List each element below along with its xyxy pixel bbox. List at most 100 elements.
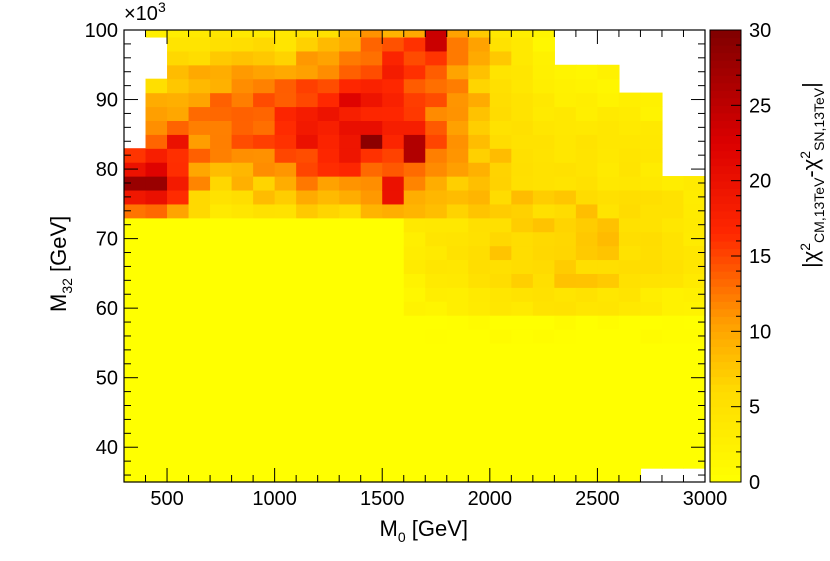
heatmap-cell (339, 134, 362, 149)
heatmap-cell (188, 92, 211, 108)
heatmap-cell (188, 287, 211, 302)
colorbar-step (710, 135, 741, 144)
heatmap-cell (425, 162, 448, 177)
heatmap-cell (382, 36, 405, 52)
heatmap-cell (145, 301, 168, 316)
heatmap-cell (274, 315, 297, 330)
heatmap-cell (403, 50, 426, 66)
heatmap-cell (339, 36, 362, 52)
heatmap-cell (145, 134, 168, 149)
heatmap-cell (124, 148, 147, 163)
heatmap-cell (339, 106, 362, 121)
heatmap-cell (618, 106, 642, 121)
heatmap-cell (382, 301, 405, 316)
heatmap-cell (188, 412, 211, 427)
y-multiplier: ×103 (124, 0, 166, 25)
colorbar-step (710, 173, 741, 182)
heatmap-cell (210, 301, 233, 316)
heatmap-cell (210, 92, 233, 108)
heatmap-cell (210, 203, 233, 219)
heatmap-cell (403, 36, 426, 52)
heatmap-cell (253, 384, 276, 400)
heatmap-cell (382, 64, 405, 80)
heatmap-cell (145, 106, 168, 121)
heatmap-cell (618, 384, 642, 400)
heatmap-cell (145, 398, 168, 414)
heatmap-cell (511, 468, 534, 483)
heatmap-cell (317, 315, 340, 330)
heatmap-cell (253, 412, 276, 427)
heatmap-cell (296, 287, 319, 302)
heatmap-cell (618, 356, 642, 372)
heatmap-cell (640, 384, 663, 400)
heatmap-cell (403, 259, 426, 274)
heatmap-cell (382, 78, 405, 94)
colorbar-step (710, 323, 741, 332)
colorbar-step (710, 210, 741, 219)
heatmap-cell (231, 217, 254, 233)
heatmap-cell (489, 384, 512, 400)
heatmap-cell (382, 384, 405, 400)
heatmap-cell (618, 412, 642, 427)
heatmap-cell (575, 245, 599, 261)
heatmap-cell (554, 148, 577, 163)
heatmap-cell (425, 384, 448, 400)
heatmap-cell (618, 273, 642, 288)
heatmap-cell (425, 412, 448, 427)
heatmap-cell (167, 329, 190, 344)
heatmap-cell (597, 273, 620, 288)
heatmap-cell (532, 370, 555, 386)
heatmap-cell (339, 301, 362, 316)
heatmap-cell (554, 440, 577, 455)
heatmap-cell (425, 454, 448, 469)
heatmap-cell (253, 245, 276, 261)
heatmap-cell (597, 412, 620, 427)
heatmap-cell (274, 398, 297, 414)
heatmap-cell (640, 106, 663, 121)
heatmap-cell (661, 301, 685, 316)
heatmap-cell (511, 120, 534, 135)
heatmap-cell (403, 370, 426, 386)
heatmap-cell (511, 370, 534, 386)
heatmap-cell (296, 315, 319, 330)
heatmap-cell (468, 189, 491, 205)
heatmap-cell (167, 287, 190, 302)
heatmap-cell (489, 92, 512, 108)
colorbar-step (710, 90, 741, 99)
heatmap-cell (231, 259, 254, 274)
colorbar-step (710, 127, 741, 137)
heatmap-cell (253, 287, 276, 302)
heatmap-cell (210, 426, 233, 441)
heatmap-cell (511, 426, 534, 441)
heatmap-cell (489, 440, 512, 455)
heatmap-cell (403, 440, 426, 455)
heatmap-cell (554, 176, 577, 191)
heatmap-cell (145, 426, 168, 441)
heatmap-cell (618, 426, 642, 441)
heatmap-cell (511, 92, 534, 108)
heatmap-cell (597, 384, 620, 400)
heatmap-cell (446, 398, 469, 414)
heatmap-cell (274, 78, 297, 94)
heatmap-cell (403, 78, 426, 94)
heatmap-cell (167, 356, 190, 372)
heatmap-cell (188, 64, 211, 80)
heatmap-cell (683, 454, 706, 469)
colorbar-step (710, 105, 741, 114)
heatmap-cell (597, 454, 620, 469)
colorbar-step (710, 429, 741, 438)
heatmap-cell (210, 342, 233, 358)
heatmap-cell (597, 426, 620, 441)
heatmap-cell (231, 231, 254, 247)
heatmap-cell (317, 384, 340, 400)
heatmap-cell (511, 315, 534, 330)
heatmap-cell (425, 370, 448, 386)
heatmap-cell (274, 301, 297, 316)
heatmap-cell (124, 412, 147, 427)
heatmap-cell (382, 50, 405, 66)
heatmap-cell (403, 217, 426, 233)
colorbar-step (710, 466, 741, 476)
heatmap-cell (511, 398, 534, 414)
heatmap-cell (124, 273, 147, 288)
heatmap-cell (489, 342, 512, 358)
